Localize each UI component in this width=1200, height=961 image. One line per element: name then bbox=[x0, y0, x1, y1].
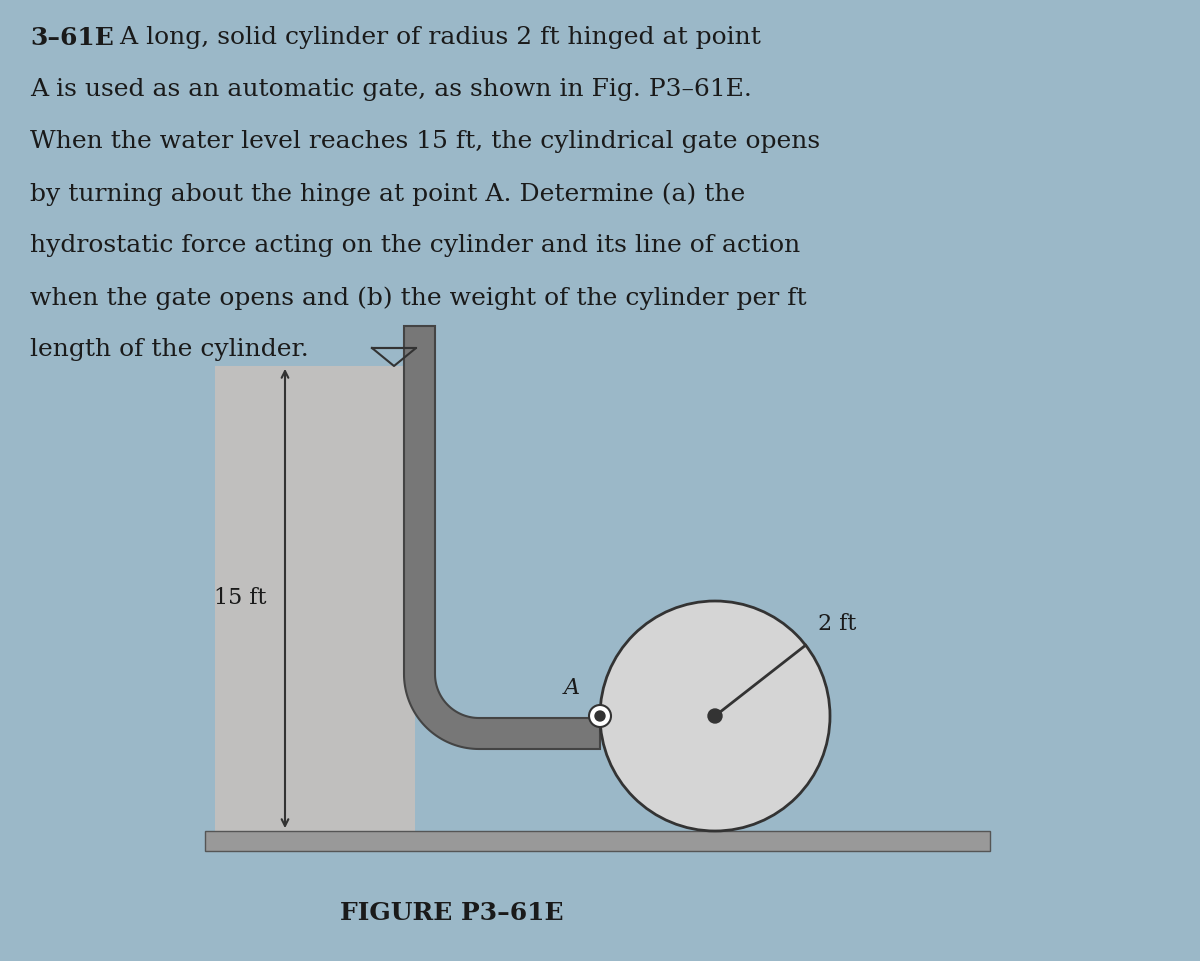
Circle shape bbox=[589, 705, 611, 727]
Text: A is used as an automatic gate, as shown in Fig. P3–61E.: A is used as an automatic gate, as shown… bbox=[30, 78, 752, 101]
Bar bbox=[215, 366, 415, 831]
Bar bbox=[205, 831, 990, 851]
Polygon shape bbox=[404, 326, 600, 749]
Text: FIGURE P3–61E: FIGURE P3–61E bbox=[340, 901, 564, 925]
Text: 2 ft: 2 ft bbox=[817, 613, 856, 635]
Circle shape bbox=[708, 709, 722, 723]
Text: When the water level reaches 15 ft, the cylindrical gate opens: When the water level reaches 15 ft, the … bbox=[30, 130, 820, 153]
Circle shape bbox=[595, 711, 605, 721]
Text: A long, solid cylinder of radius 2 ft hinged at point: A long, solid cylinder of radius 2 ft hi… bbox=[112, 26, 761, 49]
Text: 3–61E: 3–61E bbox=[30, 26, 114, 50]
Text: A: A bbox=[564, 677, 580, 699]
Text: length of the cylinder.: length of the cylinder. bbox=[30, 338, 308, 361]
Text: hydrostatic force acting on the cylinder and its line of action: hydrostatic force acting on the cylinder… bbox=[30, 234, 800, 257]
Text: when the gate opens and (b) the weight of the cylinder per ft: when the gate opens and (b) the weight o… bbox=[30, 286, 806, 309]
Text: by turning about the hinge at point A. Determine (a) the: by turning about the hinge at point A. D… bbox=[30, 182, 745, 206]
Text: 15 ft: 15 ft bbox=[215, 587, 266, 609]
Circle shape bbox=[600, 601, 830, 831]
